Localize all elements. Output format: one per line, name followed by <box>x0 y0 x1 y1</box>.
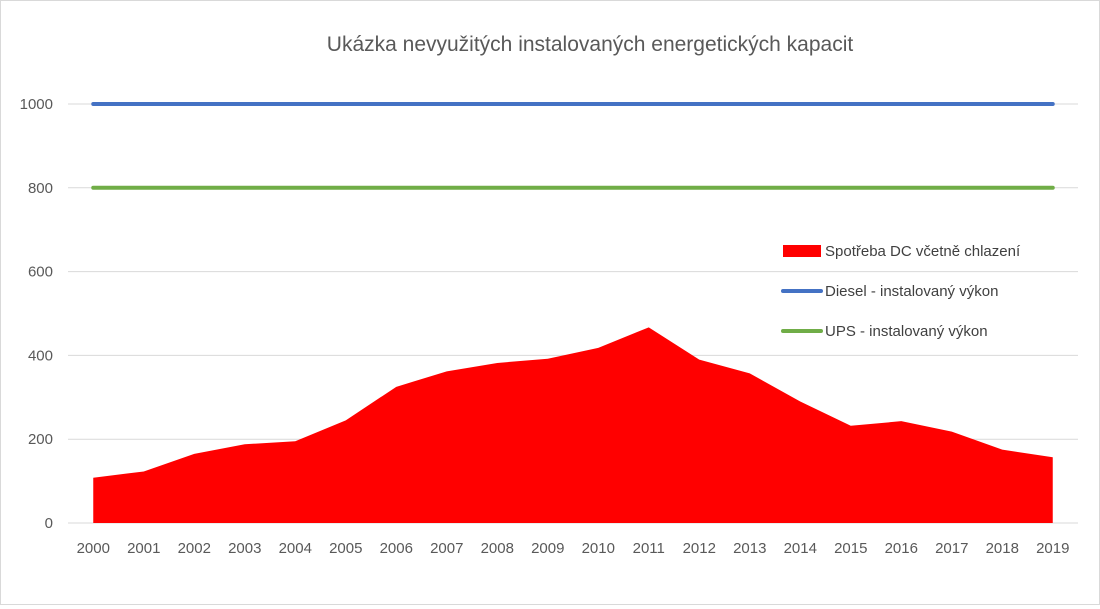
x-tick-label: 2017 <box>935 540 968 557</box>
x-tick-label: 2005 <box>329 540 362 557</box>
x-tick-label: 2014 <box>784 540 817 557</box>
y-tick-label: 0 <box>45 515 53 532</box>
x-tick-label: 2013 <box>733 540 766 557</box>
legend-label: Spotřeba DC včetně chlazení <box>825 243 1021 260</box>
x-tick-label: 2007 <box>430 540 463 557</box>
x-tick-label: 2001 <box>127 540 160 557</box>
y-tick-label: 1000 <box>20 96 53 113</box>
x-tick-label: 2009 <box>531 540 564 557</box>
x-tick-label: 2006 <box>380 540 413 557</box>
legend-label: Diesel - instalovaný výkon <box>825 283 998 300</box>
x-tick-label: 2008 <box>481 540 514 557</box>
x-tick-label: 2018 <box>986 540 1019 557</box>
x-tick-label: 2010 <box>582 540 615 557</box>
x-tick-label: 2016 <box>885 540 918 557</box>
x-tick-label: 2011 <box>633 540 665 557</box>
legend-label: UPS - instalovaný výkon <box>825 323 988 340</box>
chart-title: Ukázka nevyužitých instalovaných energet… <box>327 33 854 56</box>
x-tick-label: 2000 <box>77 540 110 557</box>
y-tick-label: 800 <box>28 180 53 197</box>
x-tick-label: 2003 <box>228 540 261 557</box>
x-tick-label: 2002 <box>178 540 211 557</box>
legend-swatch <box>783 245 821 257</box>
x-tick-label: 2015 <box>834 540 867 557</box>
x-tick-label: 2004 <box>279 540 312 557</box>
y-tick-label: 400 <box>28 347 53 364</box>
x-tick-label: 2019 <box>1036 540 1069 557</box>
y-tick-label: 200 <box>28 431 53 448</box>
area-series-consumption <box>93 327 1053 523</box>
y-tick-label: 600 <box>28 264 53 281</box>
x-tick-label: 2012 <box>683 540 716 557</box>
